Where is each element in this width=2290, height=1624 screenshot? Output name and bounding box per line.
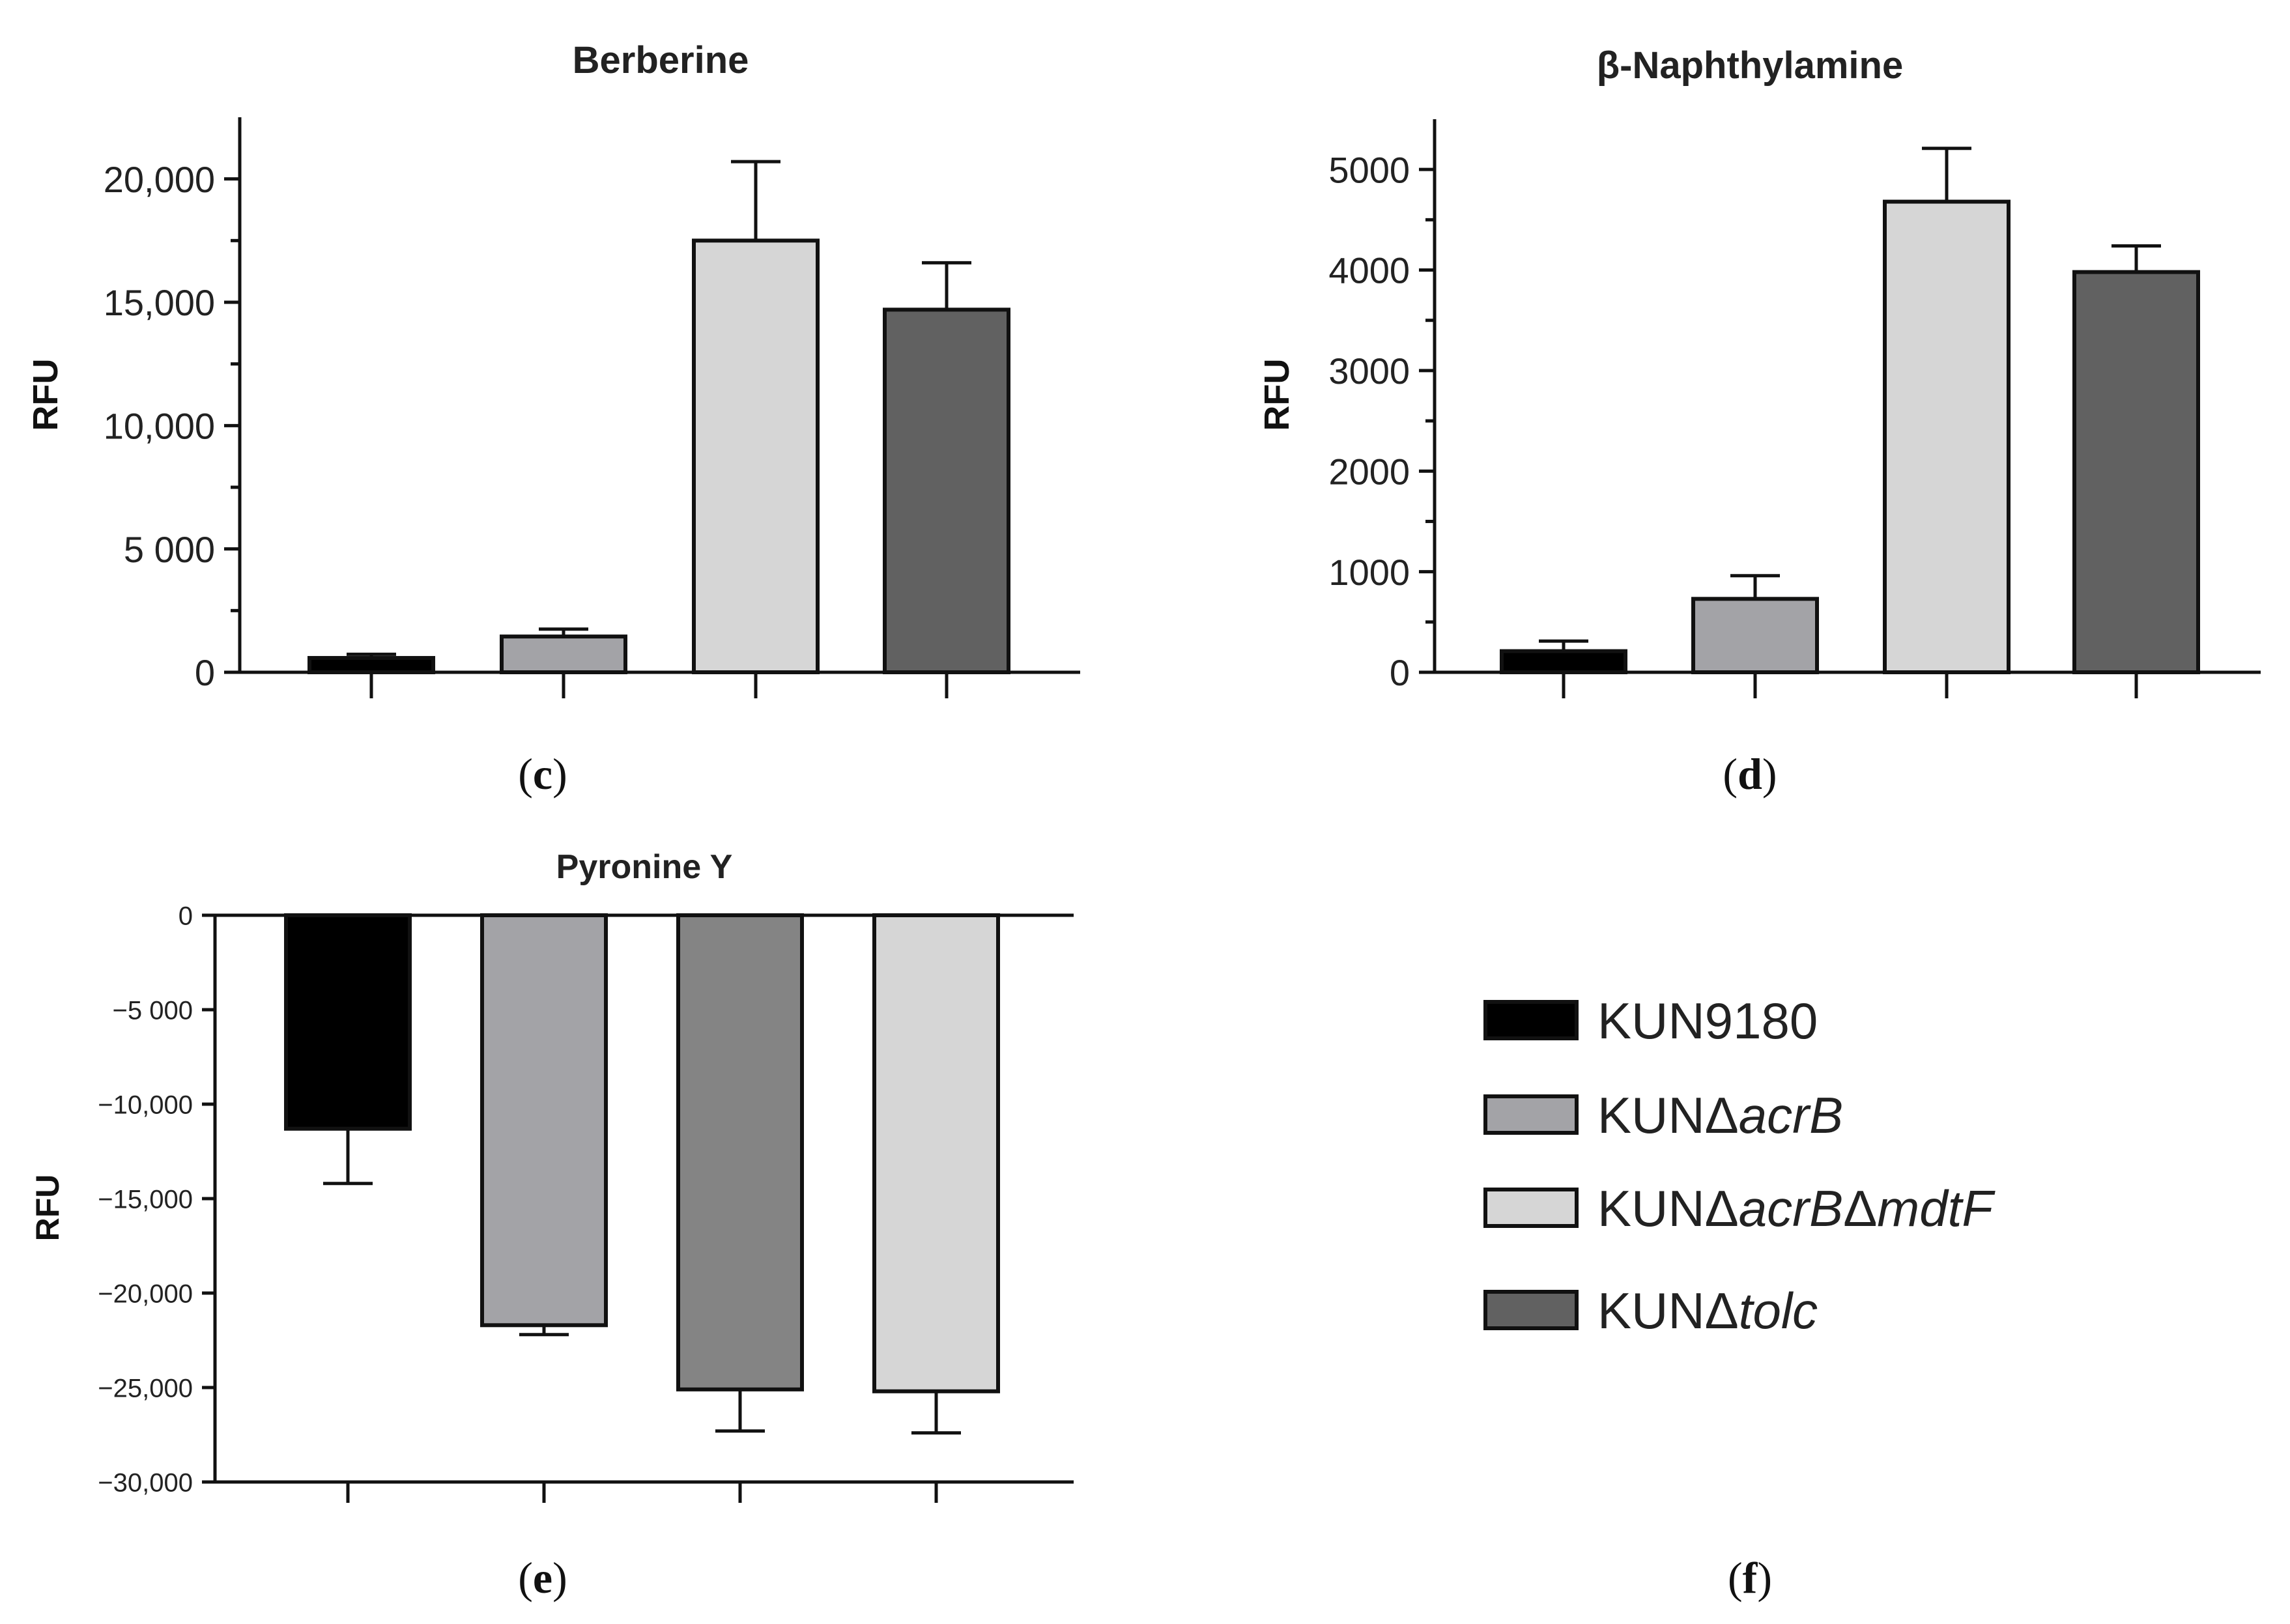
bar-1 — [308, 656, 435, 675]
chart-title: β-Naphthylamine — [1597, 44, 1903, 87]
chart-title: Pyronine Y — [556, 848, 733, 886]
y-tick-label: −15,000 — [98, 1185, 193, 1214]
chart-pyronine-y: Pyronine Y RFU 0 −5 000 −10,000 −15,000 −20,00… — [29, 848, 1074, 1603]
panel-label-c: (c) — [518, 749, 567, 799]
panel-label-e: (e) — [518, 1553, 567, 1603]
y-tick-label: 1000 — [1328, 552, 1410, 593]
legend-label-2: KUNΔacrBΔmdtF — [1597, 1180, 1996, 1237]
y-tick-label: 0 — [1390, 652, 1410, 693]
legend-label-1: KUNΔacrB — [1597, 1087, 1843, 1144]
bar-1 — [284, 913, 412, 1131]
y-tick-label: 3000 — [1328, 350, 1410, 392]
y-tick-label: −5 000 — [113, 996, 193, 1025]
panel-letter-d: d — [1738, 749, 1762, 799]
bar-2 — [500, 634, 627, 674]
chart-berberine: Berberine RFU 0 5 000 10,000 15,000 20,000 (c) — [26, 39, 1080, 799]
bar-2 — [1691, 597, 1819, 675]
legend-swatch-1 — [1483, 1094, 1579, 1135]
y-tick-label: 4000 — [1328, 250, 1410, 291]
y-tick-label: −25,000 — [98, 1374, 193, 1403]
bar-3 — [676, 913, 804, 1391]
y-axis-label: RFU — [1257, 359, 1296, 431]
bar-3 — [692, 238, 820, 675]
panel-letter-c: c — [533, 749, 552, 799]
legend-swatch-3 — [1483, 1290, 1579, 1330]
legend-swatch-0 — [1483, 1000, 1579, 1040]
chart-title: Berberine — [573, 39, 749, 81]
chart-naphthylamine: β-Naphthylamine RFU 0 1000 2000 3000 4000 5000 (… — [1257, 44, 2261, 799]
y-tick-label: 20,000 — [104, 159, 215, 200]
y-tick-label: 0 — [179, 902, 193, 930]
y-tick-label: 5 000 — [124, 529, 215, 570]
bar-4 — [872, 913, 1000, 1393]
bar-3 — [1883, 199, 2011, 674]
bar-4 — [883, 307, 1010, 674]
bar-1 — [1500, 649, 1627, 674]
y-tick-label: 10,000 — [104, 405, 215, 446]
y-tick-label: 5000 — [1328, 149, 1410, 190]
legend: KUN9180 KUNΔacrB KUNΔacrBΔmdtF KUNΔtolc … — [1483, 992, 1996, 1603]
panel-label-f: (f) — [1728, 1553, 1772, 1603]
y-tick-label: −10,000 — [98, 1090, 193, 1119]
legend-label-3: KUNΔtolc — [1597, 1282, 1818, 1339]
y-axis-label: RFU — [29, 1175, 66, 1242]
y-tick-label: 15,000 — [104, 282, 215, 323]
bar-4 — [2072, 270, 2200, 674]
legend-swatch-2 — [1483, 1188, 1579, 1228]
panel-label-d: (d) — [1723, 749, 1777, 799]
bar-2 — [480, 913, 608, 1328]
y-axis-label: RFU — [26, 359, 65, 431]
y-tick-label: 2000 — [1328, 451, 1410, 492]
legend-label-0: KUN9180 — [1597, 992, 1818, 1049]
y-tick-label: 0 — [195, 652, 215, 693]
y-tick-label: −20,000 — [98, 1279, 193, 1308]
y-tick-label: −30,000 — [98, 1468, 193, 1497]
panel-letter-e: e — [533, 1553, 552, 1603]
